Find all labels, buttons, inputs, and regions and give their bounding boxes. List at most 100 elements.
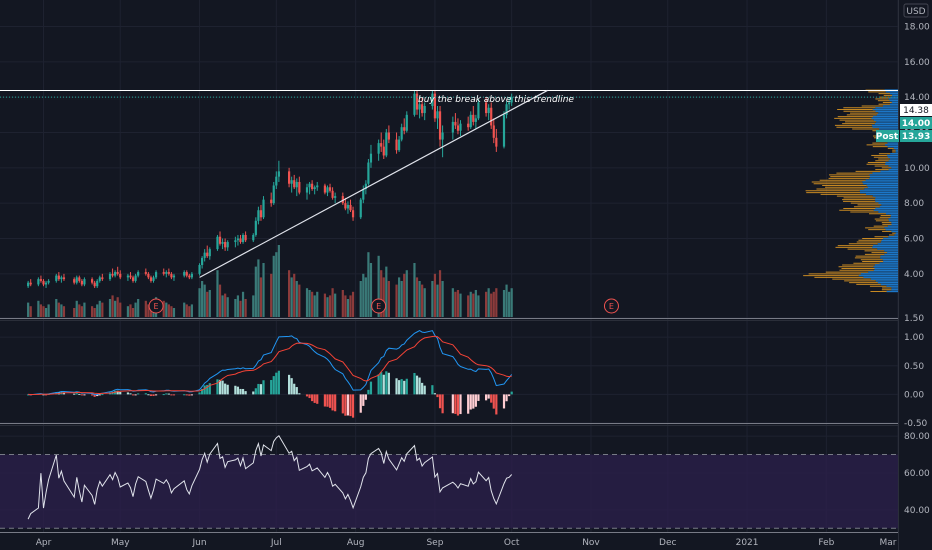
resistance-price: 14.38	[903, 106, 929, 116]
candle-body	[275, 176, 278, 186]
candle-body	[198, 265, 201, 274]
macd-panel	[27, 330, 513, 418]
volume-bar	[119, 302, 122, 317]
volume-bar	[270, 273, 273, 317]
volume-bar	[369, 263, 373, 317]
volume-bar	[272, 255, 275, 317]
candle-body	[201, 257, 204, 265]
candle-body	[129, 275, 132, 278]
candle-body	[252, 234, 255, 241]
candle-body	[423, 106, 426, 114]
macd-histogram-bar	[75, 393, 78, 395]
macd-histogram-bar	[418, 377, 421, 395]
macd-histogram-bar	[144, 393, 147, 395]
macd-histogram-bar	[254, 388, 257, 395]
price-tick-label: 8.00	[904, 199, 924, 209]
volume-bar	[259, 277, 263, 317]
volume-bar	[326, 297, 329, 317]
macd-histogram-bar	[272, 376, 275, 395]
candle-body	[431, 93, 434, 106]
macd-histogram-bar	[474, 394, 477, 407]
volume-bar	[290, 277, 293, 317]
macd-histogram-bar	[78, 393, 81, 395]
candle-body	[415, 93, 419, 110]
volume-bar	[39, 304, 43, 317]
currency-badge[interactable]: USD	[903, 3, 929, 18]
trendline-annotation[interactable]: buy the break above this trendline	[418, 95, 574, 105]
macd-histogram-bar	[362, 394, 365, 406]
earnings-marker[interactable]: E	[371, 298, 387, 314]
macd-histogram-bar	[241, 388, 245, 395]
macd-histogram-bar	[134, 394, 137, 396]
last-price: 14.00	[902, 119, 930, 129]
candle-body	[149, 277, 153, 281]
volume-bar	[252, 295, 255, 317]
candle-body	[377, 143, 380, 154]
post-market-price: 13.93	[902, 132, 930, 142]
volume-bar	[349, 295, 352, 317]
candle-body	[244, 234, 247, 241]
candle-body	[101, 277, 104, 280]
macd-histogram-bar	[382, 374, 385, 395]
volume-bar	[126, 306, 130, 317]
candle-body	[487, 107, 490, 114]
macd-histogram-bar	[44, 394, 48, 396]
macd-histogram-bar	[224, 383, 227, 395]
candle-body	[152, 277, 155, 281]
volume-bar	[331, 288, 334, 317]
candle-body	[403, 127, 406, 131]
earnings-marker[interactable]: E	[603, 298, 619, 314]
macd-histogram-bar	[198, 392, 201, 395]
candle-body	[218, 236, 222, 244]
candle-body	[451, 121, 454, 133]
volume-bar	[108, 299, 112, 317]
candle-body	[165, 272, 168, 274]
volume-bar	[438, 270, 442, 317]
volume-bar	[55, 299, 58, 317]
volume-bar	[474, 290, 477, 317]
volume-bar	[436, 284, 439, 317]
volume-bar	[418, 281, 421, 317]
candle-body	[311, 183, 314, 190]
time-axis[interactable]: Apr May Jun Jul Aug Sep Oct Nov Dec 2021 Feb Mar	[36, 538, 897, 548]
candle-body	[367, 162, 370, 184]
last-price-badge: 14.00	[900, 117, 932, 129]
macd-histogram-bar	[508, 394, 511, 397]
macd-histogram-bar	[42, 394, 45, 396]
macd-histogram-bar	[116, 390, 119, 395]
volume-bar	[101, 302, 104, 317]
macd-tick-label: 1.00	[904, 333, 924, 343]
candle-body	[382, 146, 385, 156]
candle-body	[477, 102, 480, 119]
candle-body	[239, 238, 242, 243]
candle-body	[359, 199, 362, 218]
candlesticks[interactable]	[27, 90, 513, 288]
volume-bar	[37, 300, 40, 317]
candle-body	[341, 196, 344, 204]
candle-body	[42, 280, 45, 285]
volume-bar	[244, 299, 247, 317]
candle-body	[502, 114, 506, 147]
volume-bar	[395, 284, 398, 317]
rsi-tick-label: 80.00	[904, 432, 930, 442]
volume-bar	[293, 273, 296, 317]
candle-body	[349, 204, 352, 211]
candle-body	[293, 180, 296, 188]
candle-body	[454, 121, 457, 126]
volume-profile	[803, 89, 898, 293]
candle-body	[114, 272, 117, 276]
candle-body	[183, 272, 186, 276]
macd-histogram-bar	[91, 394, 94, 396]
volume-bar	[162, 300, 165, 317]
time-tick-label: Aug	[347, 538, 365, 548]
macd-histogram-bar	[415, 375, 419, 395]
candle-body	[62, 277, 66, 280]
time-tick-label: Oct	[504, 538, 520, 548]
earnings-marker[interactable]: E	[148, 298, 164, 314]
volume-bar	[257, 259, 260, 317]
volume-bar	[262, 263, 265, 317]
macd-histogram-bar	[218, 379, 222, 395]
candle-body	[57, 275, 60, 280]
